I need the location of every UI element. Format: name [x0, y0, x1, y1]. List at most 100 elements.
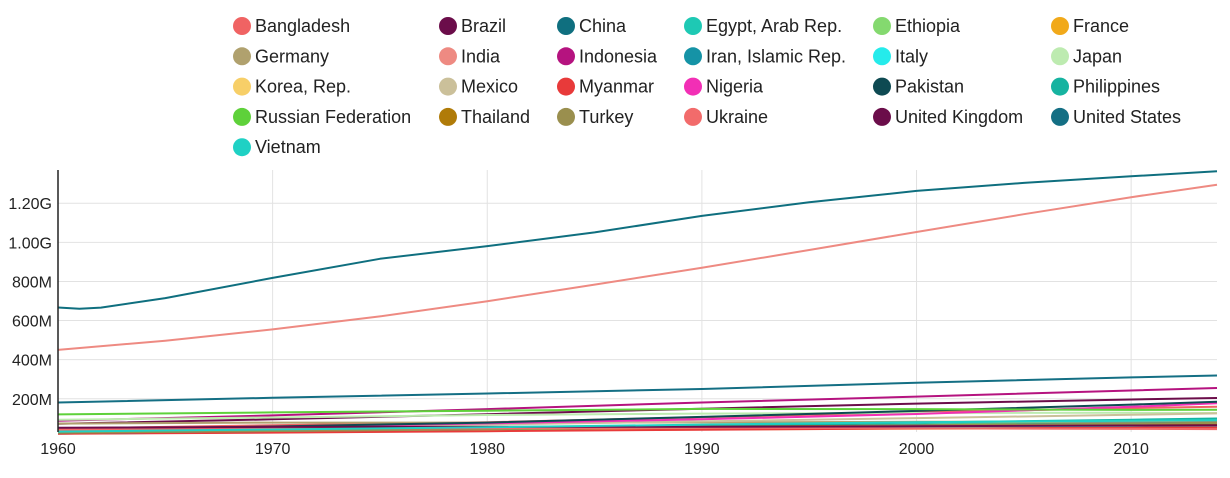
- legend-label: Brazil: [461, 16, 506, 36]
- legend-item-russian-federation[interactable]: Russian Federation: [233, 107, 411, 127]
- legend-swatch: [233, 77, 251, 96]
- legend-item-nigeria[interactable]: Nigeria: [684, 77, 764, 97]
- legend-swatch: [873, 77, 891, 96]
- series-line-indonesia[interactable]: [57, 387, 1218, 422]
- legend-swatch: [873, 47, 891, 66]
- legend-label: Italy: [895, 46, 928, 66]
- y-tick-label-1.20G: 1.20G: [8, 196, 52, 213]
- legend-item-vietnam[interactable]: Vietnam: [233, 137, 321, 157]
- legend-swatch: [684, 77, 702, 96]
- legend-label: Pakistan: [895, 77, 964, 97]
- legend-item-myanmar[interactable]: Myanmar: [557, 77, 654, 97]
- series-lines: [57, 170, 1218, 435]
- x-tick-label-2000: 2000: [899, 441, 935, 458]
- legend-swatch: [439, 17, 457, 35]
- legend-swatch: [557, 77, 575, 96]
- series-line-united-states[interactable]: [57, 374, 1218, 404]
- legend-swatch: [1051, 107, 1069, 126]
- x-tick-label-1990: 1990: [684, 441, 720, 458]
- x-gridlines: [57, 170, 1132, 432]
- x-tick-label-2010: 2010: [1113, 441, 1149, 458]
- legend-item-korea-rep[interactable]: Korea, Rep.: [233, 77, 351, 97]
- y-tick-label-1.00G: 1.00G: [8, 235, 52, 252]
- legend: Bangladesh Brazil China Egypt, Arab Rep. Eth…: [233, 16, 1181, 157]
- y-gridlines: [58, 202, 1217, 400]
- legend-label: Japan: [1073, 46, 1122, 66]
- y-tick-label-400M: 400M: [12, 353, 52, 370]
- legend-swatch: [684, 17, 702, 35]
- legend-swatch: [439, 47, 457, 66]
- legend-item-philippines[interactable]: Philippines: [1051, 77, 1160, 97]
- x-tick-label-1980: 1980: [469, 441, 505, 458]
- legend-swatch: [684, 107, 702, 126]
- legend-label: Russian Federation: [255, 107, 411, 127]
- legend-swatch: [873, 107, 891, 126]
- legend-item-iran-islamic-rep[interactable]: Iran, Islamic Rep.: [684, 46, 846, 66]
- legend-swatch: [439, 77, 457, 96]
- legend-swatch: [1051, 17, 1069, 35]
- y-axis-ticks: 200M 400M 600M 800M 1.00G 1.20G: [8, 196, 52, 409]
- x-axis-ticks: 1960 1970 1980 1990 2000 2010: [40, 441, 1149, 458]
- legend-label: Egypt, Arab Rep.: [706, 16, 842, 36]
- legend-label: Turkey: [579, 107, 633, 127]
- legend-item-thailand[interactable]: Thailand: [439, 107, 530, 127]
- legend-label: Indonesia: [579, 46, 658, 66]
- legend-swatch: [684, 47, 702, 66]
- legend-label: Bangladesh: [255, 16, 350, 36]
- series-line-russian-federation[interactable]: [57, 407, 1218, 416]
- legend-item-brazil[interactable]: Brazil: [439, 16, 506, 36]
- legend-label: Nigeria: [706, 77, 764, 97]
- legend-item-germany[interactable]: Germany: [233, 46, 329, 66]
- series-line-myanmar[interactable]: [57, 426, 1218, 435]
- legend-swatch: [1051, 77, 1069, 96]
- legend-swatch: [1051, 47, 1069, 66]
- legend-swatch: [557, 107, 575, 126]
- legend-label: United Kingdom: [895, 107, 1023, 127]
- x-tick-label-1960: 1960: [40, 441, 76, 458]
- legend-item-united-states[interactable]: United States: [1051, 107, 1181, 127]
- legend-label: China: [579, 16, 627, 36]
- legend-swatch: [557, 47, 575, 66]
- legend-label: Iran, Islamic Rep.: [706, 46, 846, 66]
- legend-item-egypt-arab-rep[interactable]: Egypt, Arab Rep.: [684, 16, 842, 36]
- series-line-vietnam[interactable]: [57, 419, 1218, 433]
- legend-item-united-kingdom[interactable]: United Kingdom: [873, 107, 1023, 127]
- legend-swatch: [233, 17, 251, 35]
- legend-label: Vietnam: [255, 137, 321, 157]
- series-line-japan[interactable]: [57, 411, 1218, 421]
- legend-label: Korea, Rep.: [255, 77, 351, 97]
- y-tick-label-600M: 600M: [12, 314, 52, 331]
- legend-label: India: [461, 46, 501, 66]
- legend-item-ethiopia[interactable]: Ethiopia: [873, 16, 961, 36]
- legend-label: United States: [1073, 107, 1181, 127]
- legend-item-japan[interactable]: Japan: [1051, 46, 1122, 66]
- legend-swatch: [557, 17, 575, 35]
- legend-label: Thailand: [461, 107, 530, 127]
- x-tick-label-1970: 1970: [255, 441, 291, 458]
- series-line-india[interactable]: [57, 183, 1218, 351]
- y-tick-label-200M: 200M: [12, 392, 52, 409]
- series-line-china[interactable]: [57, 170, 1218, 310]
- legend-swatch: [439, 107, 457, 126]
- legend-item-turkey[interactable]: Turkey: [557, 107, 633, 127]
- legend-swatch: [873, 17, 891, 35]
- y-tick-label-800M: 800M: [12, 274, 52, 291]
- legend-item-bangladesh[interactable]: Bangladesh: [233, 16, 350, 36]
- legend-item-india[interactable]: India: [439, 46, 501, 66]
- legend-item-china[interactable]: China: [557, 16, 627, 36]
- legend-swatch: [233, 138, 251, 157]
- legend-label: Mexico: [461, 77, 518, 97]
- series-line-united-kingdom[interactable]: [57, 424, 1218, 429]
- legend-item-indonesia[interactable]: Indonesia: [557, 46, 658, 66]
- legend-item-ukraine[interactable]: Ukraine: [684, 107, 768, 127]
- legend-item-italy[interactable]: Italy: [873, 46, 928, 66]
- legend-label: Ethiopia: [895, 16, 961, 36]
- legend-swatch: [233, 47, 251, 66]
- legend-item-france[interactable]: France: [1051, 16, 1129, 36]
- legend-item-pakistan[interactable]: Pakistan: [873, 77, 964, 97]
- legend-item-mexico[interactable]: Mexico: [439, 77, 518, 97]
- legend-label: France: [1073, 16, 1129, 36]
- legend-label: Germany: [255, 46, 329, 66]
- legend-label: Ukraine: [706, 107, 768, 127]
